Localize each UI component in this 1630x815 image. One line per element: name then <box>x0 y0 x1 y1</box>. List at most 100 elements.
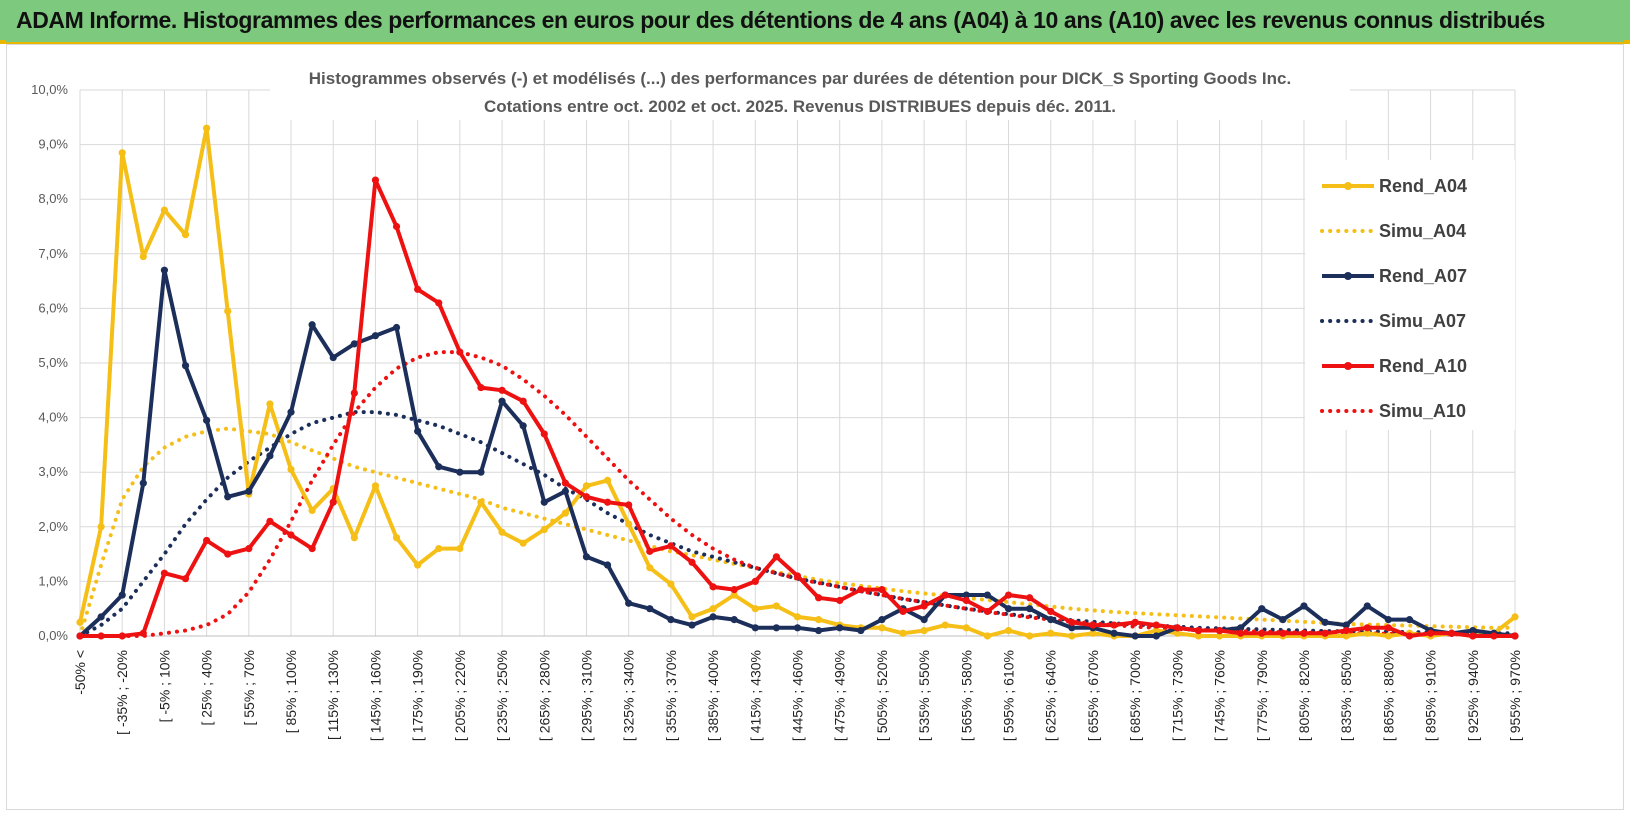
data-point-Rend_A07 <box>561 487 569 495</box>
data-point-Rend_A10 <box>836 596 844 605</box>
data-point-Rend_A10 <box>815 594 823 602</box>
data-point-Rend_A10 <box>203 536 211 545</box>
data-point-Rend_A07 <box>456 468 464 476</box>
chart-title-backdrop <box>270 62 1350 120</box>
x-tick-label: [ 595% ; 610% <box>1001 650 1017 741</box>
x-tick-label: [ 565% ; 580% <box>958 650 974 741</box>
data-point-Rend_A10 <box>1511 632 1519 640</box>
data-point-Rend_A10 <box>941 591 949 599</box>
x-tick-label: [ 145% ; 160% <box>367 650 383 741</box>
data-point-Rend_A10 <box>1405 632 1414 640</box>
data-point-Rend_A10 <box>730 585 738 594</box>
data-point-Rend_A10 <box>1068 618 1076 626</box>
data-point-Rend_A04 <box>498 528 506 536</box>
data-point-Rend_A04 <box>878 624 886 632</box>
data-point-Rend_A07 <box>582 553 591 561</box>
y-tick-label: 9,0% <box>38 137 68 152</box>
data-point-Rend_A07 <box>815 626 823 635</box>
data-point-Rend_A04 <box>203 124 211 132</box>
data-point-Rend_A04 <box>920 626 928 635</box>
data-point-Rend_A07 <box>772 624 780 632</box>
x-tick-label: [ -5% ; 10% <box>156 650 172 722</box>
data-point-Rend_A07 <box>329 353 337 362</box>
y-tick-label: 3,0% <box>38 464 68 479</box>
data-point-Rend_A04 <box>1173 629 1181 637</box>
x-tick-label: [ 685% ; 700% <box>1127 650 1143 741</box>
data-point-Rend_A07 <box>603 561 612 569</box>
legend-label: Simu_A10 <box>1379 401 1466 421</box>
data-point-Rend_A10 <box>1215 626 1224 635</box>
data-point-Rend_A04 <box>97 523 105 531</box>
x-tick-label: [ 625% ; 640% <box>1043 650 1059 741</box>
data-point-Rend_A04 <box>1152 626 1160 635</box>
data-point-Rend_A04 <box>435 545 443 553</box>
data-point-Rend_A04 <box>266 400 274 408</box>
data-point-Rend_A10 <box>540 430 548 438</box>
data-point-Rend_A07 <box>793 624 802 632</box>
legend-box <box>1305 160 1515 430</box>
data-point-Rend_A07 <box>667 616 675 624</box>
data-point-Rend_A04 <box>1215 632 1224 640</box>
y-tick-label: 8,0% <box>38 191 68 206</box>
data-point-Rend_A10 <box>667 542 675 550</box>
data-point-Rend_A10 <box>857 585 865 594</box>
data-point-Rend_A07 <box>878 616 886 624</box>
data-point-Rend_A10 <box>308 545 316 553</box>
data-point-Rend_A04 <box>709 605 717 613</box>
data-point-Rend_A10 <box>1448 629 1456 637</box>
data-point-Rend_A10 <box>371 176 380 184</box>
data-point-Rend_A10 <box>751 577 759 586</box>
page-title: ADAM Informe. Histogrammes des performan… <box>16 7 1545 33</box>
data-point-Rend_A07 <box>1321 618 1329 626</box>
x-tick-label: [ 655% ; 670% <box>1085 650 1101 741</box>
x-tick-label: [ 445% ; 460% <box>790 650 806 741</box>
x-tick-label: -50% < <box>72 650 88 695</box>
y-tick-label: 7,0% <box>38 246 68 261</box>
data-point-Rend_A10 <box>519 397 527 405</box>
data-point-Rend_A10 <box>1469 632 1477 640</box>
data-point-Rend_A10 <box>983 607 992 616</box>
x-tick-label: [ 295% ; 310% <box>578 650 594 741</box>
data-point-Rend_A10 <box>1490 632 1498 640</box>
data-point-Rend_A07 <box>97 613 105 621</box>
x-tick-label: [ 115% ; 130% <box>325 650 341 740</box>
data-point-Rend_A04 <box>287 465 295 474</box>
data-point-Rend_A04 <box>962 624 970 632</box>
data-point-Rend_A10 <box>1321 629 1329 637</box>
data-point-Rend_A10 <box>1152 621 1160 629</box>
data-point-Rend_A10 <box>1237 629 1245 637</box>
data-point-Rend_A07 <box>519 422 527 430</box>
x-tick-label: [ 385% ; 400% <box>705 650 721 741</box>
data-point-Rend_A04 <box>456 545 464 553</box>
data-point-Rend_A04 <box>688 613 696 621</box>
data-point-Rend_A04 <box>76 618 84 626</box>
x-tick-label: [ 835% ; 850% <box>1338 650 1354 741</box>
data-point-Rend_A07 <box>1237 624 1245 632</box>
data-point-Rend_A07 <box>1363 602 1371 610</box>
data-point-Rend_A04 <box>1047 629 1055 637</box>
data-point-Rend_A07 <box>1469 626 1477 635</box>
data-point-Rend_A04 <box>667 580 675 588</box>
data-point-Rend_A04 <box>540 525 548 534</box>
data-point-Rend_A07 <box>118 591 126 599</box>
x-tick-label: [ 265% ; 280% <box>536 650 552 741</box>
x-tick-label: [ 205% ; 220% <box>452 650 468 741</box>
data-point-Rend_A10 <box>878 585 886 594</box>
data-point-Rend_A07 <box>625 599 633 607</box>
legend-marker <box>1344 272 1352 280</box>
data-point-Rend_A10 <box>1047 607 1055 616</box>
legend-marker <box>1344 362 1352 370</box>
y-tick-label: 1,0% <box>38 573 68 588</box>
x-tick-label: [ -35% ; -20% <box>114 650 130 735</box>
y-tick-label: 10,0% <box>31 82 68 97</box>
data-point-Rend_A07 <box>857 626 865 635</box>
data-point-Rend_A07 <box>1068 624 1076 632</box>
data-point-Rend_A07 <box>1004 605 1013 613</box>
y-tick-label: 0,0% <box>38 628 68 643</box>
data-point-Rend_A07 <box>1384 616 1392 624</box>
x-tick-label: [ 745% ; 760% <box>1212 650 1228 741</box>
data-point-Rend_A10 <box>603 498 612 506</box>
data-point-Rend_A10 <box>392 222 401 231</box>
data-point-Rend_A10 <box>920 602 928 610</box>
